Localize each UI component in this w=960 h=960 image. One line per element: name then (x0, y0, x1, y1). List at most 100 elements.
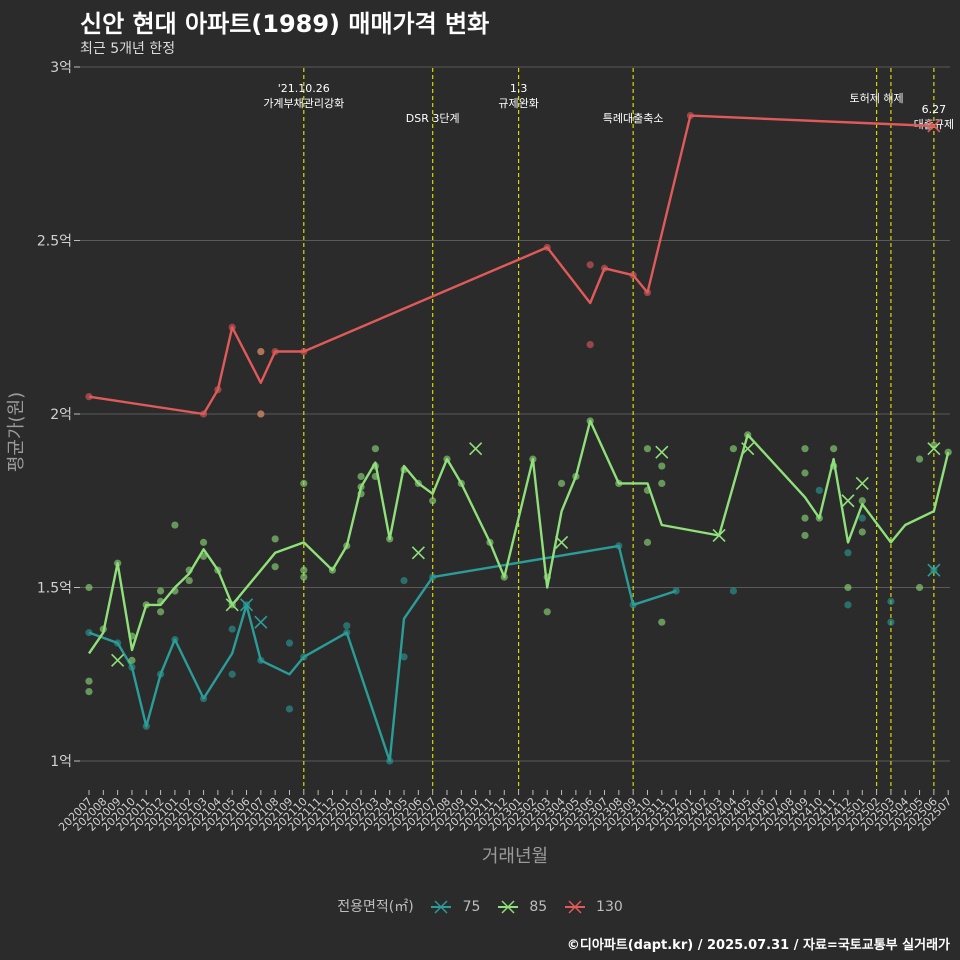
data-point-130 (257, 347, 265, 356)
cross-marker-85 (741, 442, 755, 456)
data-point-85 (557, 479, 566, 487)
y-axis-title: 평균가(원) (6, 392, 27, 472)
data-point-85 (944, 448, 952, 456)
data-point-75 (858, 514, 866, 522)
data-point-85 (142, 601, 150, 609)
data-point-85 (328, 566, 337, 574)
data-point-75 (629, 601, 637, 609)
data-point-130 (543, 243, 551, 252)
data-point-85 (658, 479, 666, 487)
data-point-130 (214, 386, 222, 394)
legend-key-75 (431, 900, 452, 914)
data-point-85 (801, 469, 809, 477)
legend-item-130: 130 (564, 899, 623, 915)
data-point-85 (830, 445, 838, 453)
data-point-130 (257, 410, 265, 418)
data-point-85 (615, 479, 623, 487)
y-tick-label: 1.5억 (37, 581, 72, 597)
data-point-85 (643, 538, 652, 546)
x-axis-title: 거래년월 (482, 846, 548, 867)
y-tick-label: 2.5억 (37, 234, 72, 250)
data-point-75 (300, 653, 308, 661)
cross-marker-85 (554, 535, 569, 549)
event-label: DSR 3단계 (406, 112, 460, 125)
data-point-75 (844, 601, 852, 609)
cross-marker-85 (927, 442, 941, 456)
event-label: 가계부채관리강화 (263, 97, 344, 110)
data-point-85 (844, 583, 852, 592)
data-point-130 (686, 111, 695, 120)
data-point-85 (572, 472, 580, 481)
data-point-85 (300, 573, 308, 581)
data-point-85 (171, 521, 179, 529)
data-point-130 (85, 393, 93, 401)
chart-legend: 전용면적(㎡) 75 85 130 (0, 896, 960, 916)
data-point-130 (586, 341, 594, 349)
data-point-75 (343, 622, 351, 630)
legend-key-85 (497, 900, 518, 914)
data-point-130 (199, 410, 208, 418)
data-point-75 (228, 625, 236, 633)
data-point-85 (343, 542, 351, 550)
data-point-75 (429, 573, 437, 581)
cross-marker-85 (841, 494, 855, 508)
data-point-75 (142, 722, 150, 730)
data-point-85 (300, 566, 308, 574)
data-point-85 (643, 445, 652, 453)
data-point-75 (114, 639, 122, 647)
data-point-85 (443, 455, 451, 463)
series-line-75 (88, 544, 677, 763)
data-point-130 (271, 347, 279, 356)
data-point-75 (85, 629, 93, 637)
data-point-85 (543, 608, 551, 616)
data-point-85 (658, 462, 666, 470)
data-point-75 (128, 663, 136, 671)
data-point-85 (171, 587, 179, 595)
cross-marker-85 (469, 442, 483, 456)
event-label: 토허제 해제 (850, 91, 904, 105)
data-point-85 (457, 479, 465, 487)
data-point-85 (157, 587, 165, 595)
data-point-85 (830, 462, 838, 470)
cross-marker-75 (239, 598, 254, 612)
data-point-85 (85, 583, 93, 592)
data-point-75 (815, 486, 823, 494)
data-point-75 (199, 694, 208, 703)
data-point-75 (285, 639, 294, 647)
data-point-85 (185, 566, 193, 574)
cross-marker-75 (927, 563, 941, 577)
data-point-85 (357, 472, 365, 481)
chart-caption: ©디아파트(dapt.kr) / 2025.07.31 / 자료=국토교통부 실… (566, 938, 950, 953)
event-label: 6.27 (922, 103, 947, 116)
legend-label-130: 130 (596, 899, 623, 915)
data-point-85 (729, 445, 738, 453)
legend-label-75: 75 (462, 899, 481, 915)
data-point-85 (128, 656, 136, 664)
data-point-130 (586, 261, 594, 269)
data-point-85 (801, 514, 809, 522)
data-point-85 (85, 688, 93, 696)
data-point-75 (729, 587, 738, 595)
data-point-85 (858, 497, 866, 505)
cross-marker-85 (111, 653, 125, 667)
data-point-85 (429, 497, 437, 505)
data-point-85 (586, 417, 594, 425)
data-point-85 (371, 462, 379, 470)
data-point-75 (844, 549, 852, 557)
series-line-130 (88, 114, 934, 416)
legend-label-85: 85 (529, 899, 548, 915)
data-point-85 (500, 573, 508, 581)
data-point-75 (228, 670, 236, 678)
data-point-85 (99, 625, 107, 633)
data-point-85 (744, 431, 752, 439)
data-point-85 (371, 472, 379, 481)
data-point-85 (357, 490, 365, 498)
data-point-85 (801, 445, 809, 453)
data-point-85 (128, 632, 136, 640)
cross-marker-85 (225, 598, 239, 612)
legend-item-75: 75 (430, 899, 480, 915)
legend-title: 전용면적(㎡) (337, 899, 414, 915)
data-point-85 (386, 535, 394, 543)
data-point-130 (643, 288, 652, 297)
